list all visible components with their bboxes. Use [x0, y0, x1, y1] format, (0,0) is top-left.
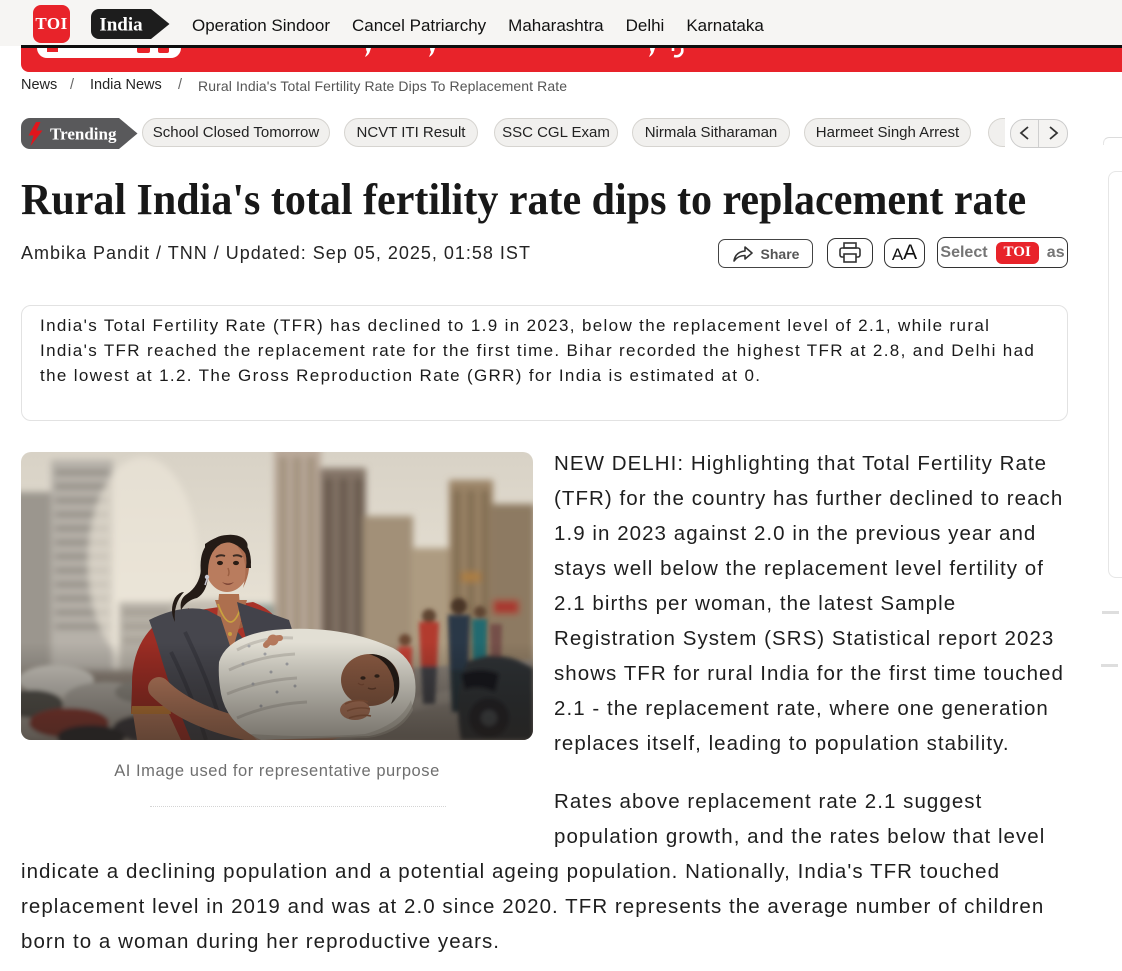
svg-text:Trending: Trending: [50, 125, 117, 144]
svg-text:India: India: [99, 15, 143, 36]
